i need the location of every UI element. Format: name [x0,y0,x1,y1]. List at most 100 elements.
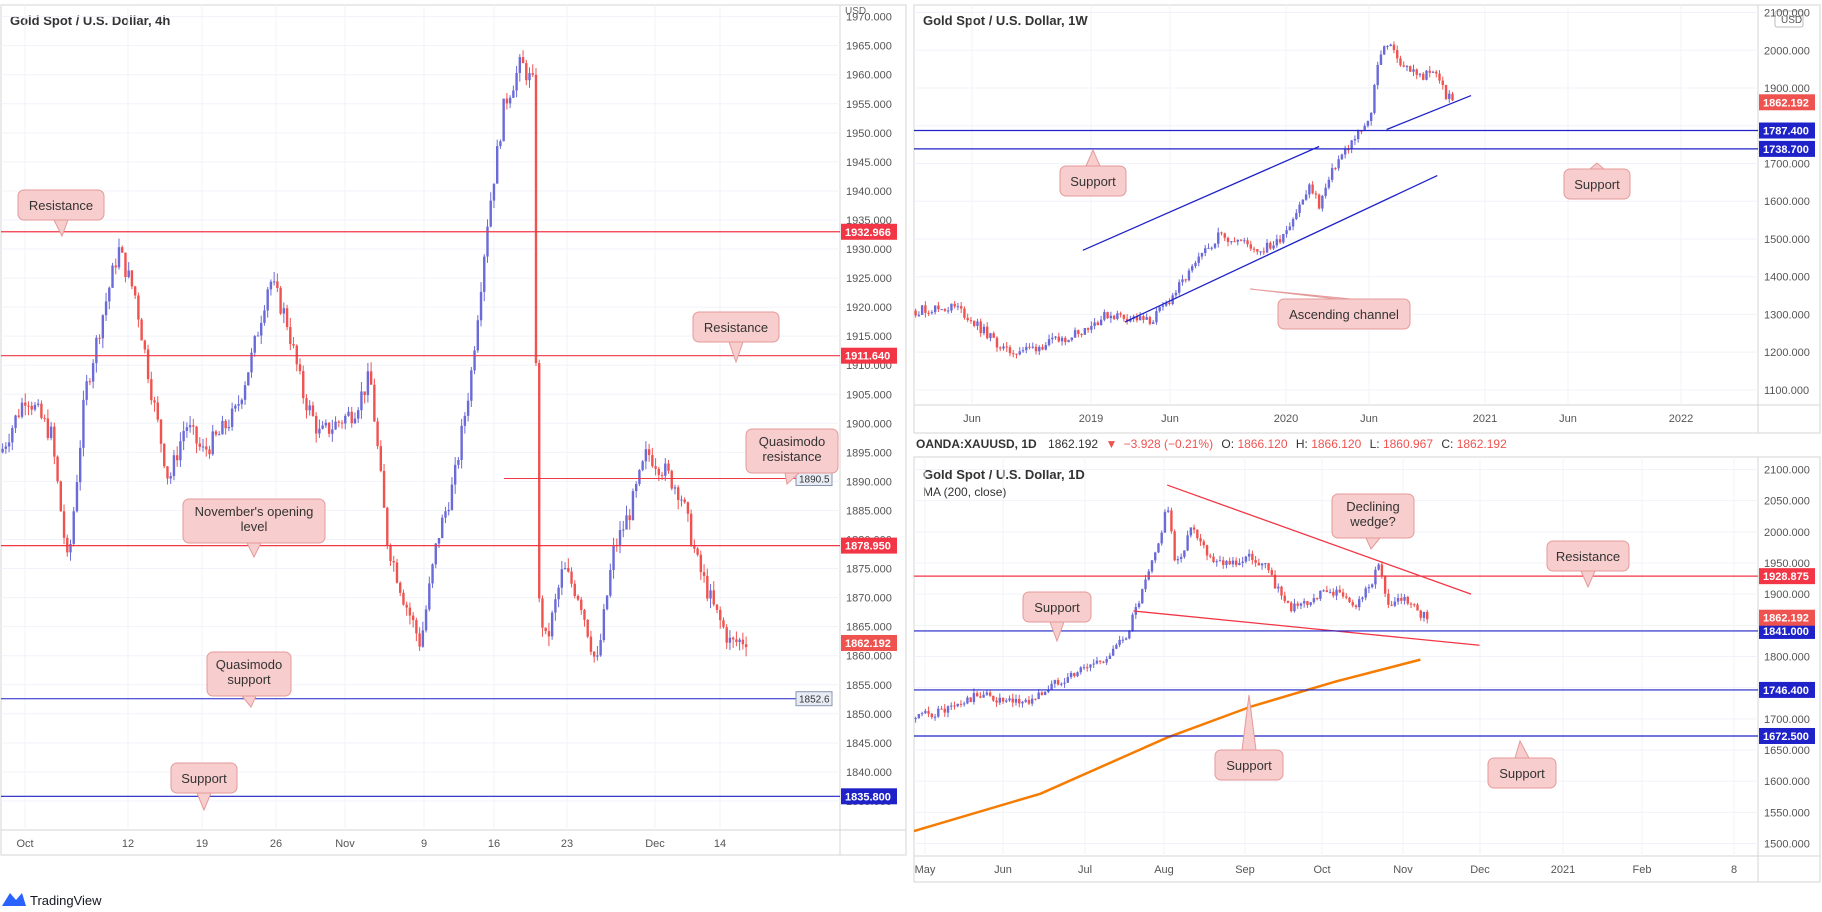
candle-body [1396,597,1400,602]
candle-body [1141,589,1144,604]
candle-body [437,537,441,544]
candle-body [1168,302,1171,305]
panel-4h-x-ticks: Oct 12 19 26 Nov 9 16 23 Dec 14 [16,838,726,850]
candle-body [340,422,344,424]
candle-body [956,306,960,308]
candle-body [966,697,969,704]
candle-body [1239,239,1243,241]
candle-body [1205,545,1209,556]
candle-body [1228,560,1231,565]
candle-body [962,703,966,705]
candle-body [1220,232,1223,234]
quote-open: 1866.120 [1237,437,1287,451]
candle-body [1256,249,1259,252]
candle-body [353,418,357,424]
candle-body [143,340,147,350]
candle-body [1335,589,1338,596]
y-tick-label: 1800.000 [1764,652,1810,664]
callout-box [1059,165,1127,197]
candle-body [1108,655,1112,659]
candle-body [1364,588,1367,598]
candle-body [1164,302,1168,306]
candle-body [36,403,40,405]
callout-box [1487,757,1557,789]
candle-body [1093,322,1096,326]
candle-body [1125,318,1129,322]
candle-body [1037,692,1040,700]
candle-body [392,561,395,563]
y-tick-label: 1895.000 [846,447,892,459]
candle-body [1106,312,1109,319]
candle-body [992,695,995,701]
candle-body [1444,84,1448,100]
callout-box [1546,540,1630,572]
candle-body [1451,93,1454,101]
candle-body [331,429,334,434]
candle-body [17,415,20,417]
candle-body [46,418,50,438]
candle-body [1054,336,1057,338]
panel-1d[interactable]: Gold Spot / U.S. Dollar, 1D MA (200, clo… [913,456,1821,883]
candle-body [528,73,531,81]
candle-body [1082,667,1086,669]
y-tick-label: 1550.000 [1764,807,1810,819]
candle-body [415,620,418,634]
last-price-box [1759,94,1815,111]
candle-body [1314,193,1318,195]
y-tick-label: 1845.000 [846,738,892,750]
panel-4h[interactable]: Gold Spot / U.S. Dollar, 4h USD 1835.000… [0,4,907,856]
price-axis-level-label: 1835.800 [845,791,891,803]
candle-body [1392,44,1396,51]
quote-high-label: H: [1296,437,1308,451]
panel-1w[interactable]: Gold Spot / U.S. Dollar, 1W USD 1100.000… [913,4,1821,434]
x-tick-label: Nov [335,838,355,850]
candle-body [924,711,927,714]
quote-close-label: C: [1441,437,1453,451]
candle-body [1183,550,1186,557]
y-tick-label: 1600.000 [1764,196,1810,208]
candle-body [1226,237,1230,242]
price-axis-level-box [1759,727,1815,744]
y-tick-label: 1300.000 [1764,309,1810,321]
y-tick-label: 1905.000 [846,389,892,401]
candle-body [1285,230,1288,235]
candle-body [243,385,247,400]
candle-body [1360,130,1363,132]
candle-body [1415,69,1418,75]
candle-body [347,411,350,416]
candle-body [1148,317,1152,324]
panel-1w-currency: USD [1781,15,1802,26]
candle-body [295,345,298,365]
candle-body [1358,599,1361,608]
panel-1w-currency-box[interactable] [1774,10,1804,28]
quote-high: 1866.120 [1311,437,1361,451]
callout-text: Resistance [1556,549,1620,564]
candle-body [1354,605,1358,608]
candle-body [731,637,735,640]
candle-body [1363,125,1366,132]
candle-body [1286,600,1290,603]
candle-body [959,703,963,705]
candle-body [20,402,24,417]
candle-body [1144,579,1147,590]
y-tick-label: 1950.000 [846,128,892,140]
candle-body [999,347,1002,349]
candle-body [1288,226,1292,231]
candle-body [201,446,205,448]
candle-body [1202,541,1205,546]
y-tick-label: 1890.000 [846,476,892,488]
candle-body [1105,658,1108,663]
candle-body [998,697,1002,703]
candle-body [989,333,992,339]
candle-body [237,404,240,406]
quote-text: OANDA:XAUUSD, 1D 1862.192 ▼ −3.928 (−0.2… [916,437,1507,451]
candle-body [1238,562,1241,565]
callout-box [1022,591,1092,623]
candle-body [1366,120,1370,126]
x-tick-label: Jun [1161,413,1179,425]
candle-body [1251,553,1254,561]
x-tick-label: Jun [994,864,1012,876]
candle-body [933,716,937,718]
tradingview-logo[interactable]: TradingView [2,893,102,908]
x-tick-label: Feb [1633,864,1652,876]
